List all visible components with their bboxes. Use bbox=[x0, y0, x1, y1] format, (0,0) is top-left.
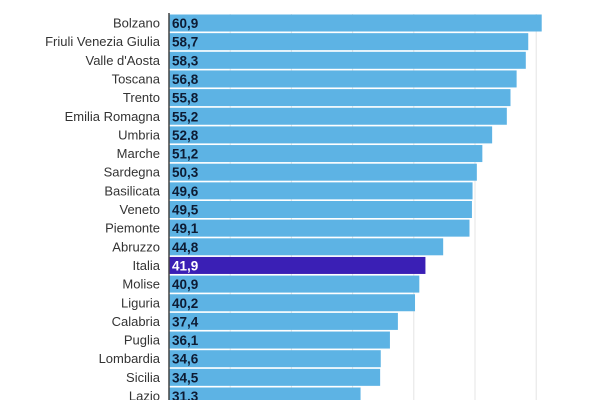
category-label: Friuli Venezia Giulia bbox=[45, 34, 161, 49]
bar-sicilia bbox=[169, 368, 381, 386]
bar-emilia-romagna bbox=[169, 107, 507, 125]
category-label: Piemonte bbox=[105, 221, 160, 236]
value-label: 51,2 bbox=[172, 147, 198, 162]
value-label: 34,5 bbox=[172, 370, 199, 385]
bar-lombardia bbox=[169, 350, 381, 368]
bar-molise bbox=[169, 275, 420, 293]
bar-calabria bbox=[169, 312, 398, 330]
category-label: Basilicata bbox=[104, 183, 160, 198]
bar-basilicata bbox=[169, 182, 473, 200]
value-label: 37,4 bbox=[172, 314, 199, 329]
bar-lazio bbox=[169, 387, 361, 400]
value-label: 52,8 bbox=[172, 128, 199, 143]
value-label: 49,5 bbox=[172, 203, 199, 218]
bar-liguria bbox=[169, 294, 416, 312]
value-label: 49,6 bbox=[172, 184, 199, 199]
bar-abruzzo bbox=[169, 238, 444, 256]
bar-trento bbox=[169, 89, 511, 107]
category-label: Marche bbox=[117, 146, 160, 161]
value-label: 49,1 bbox=[172, 221, 199, 236]
category-label: Trento bbox=[123, 90, 160, 105]
value-label: 41,9 bbox=[172, 258, 198, 273]
category-label: Liguria bbox=[121, 295, 161, 310]
bar-marche bbox=[169, 145, 483, 163]
bar-toscana bbox=[169, 70, 517, 88]
value-label: 58,7 bbox=[172, 35, 198, 50]
category-label: Lazio bbox=[129, 389, 160, 400]
bar-valle-d-aosta bbox=[169, 51, 526, 69]
bar-italia bbox=[169, 256, 426, 274]
category-label: Valle d'Aosta bbox=[85, 53, 160, 68]
category-label: Umbria bbox=[118, 127, 161, 142]
category-label: Sicilia bbox=[126, 370, 161, 385]
category-label: Emilia Romagna bbox=[65, 109, 161, 124]
bar-piemonte bbox=[169, 219, 470, 237]
category-label: Puglia bbox=[124, 333, 161, 348]
value-label: 34,6 bbox=[172, 352, 199, 367]
value-label: 40,9 bbox=[172, 277, 198, 292]
category-label: Sardegna bbox=[104, 165, 161, 180]
category-label: Italia bbox=[133, 258, 161, 273]
value-label: 55,8 bbox=[172, 91, 199, 106]
category-label: Abruzzo bbox=[112, 239, 160, 254]
value-label: 56,8 bbox=[172, 72, 199, 87]
bar-bolzano bbox=[169, 14, 542, 32]
value-label: 36,1 bbox=[172, 333, 199, 348]
category-label: Lombardia bbox=[99, 351, 161, 366]
value-label: 50,3 bbox=[172, 165, 199, 180]
bar-friuli-venezia-giulia bbox=[169, 33, 529, 51]
value-label: 55,2 bbox=[172, 109, 198, 124]
category-label: Toscana bbox=[112, 71, 161, 86]
category-label: Molise bbox=[122, 277, 160, 292]
category-label: Calabria bbox=[112, 314, 161, 329]
value-label: 40,2 bbox=[172, 296, 198, 311]
value-label: 44,8 bbox=[172, 240, 199, 255]
bar-umbria bbox=[169, 126, 493, 144]
value-label: 58,3 bbox=[172, 53, 199, 68]
bar-puglia bbox=[169, 331, 390, 349]
category-label: Bolzano bbox=[113, 16, 160, 31]
value-label: 60,9 bbox=[172, 16, 198, 31]
value-label: 31,3 bbox=[172, 389, 199, 400]
bar-sardegna bbox=[169, 163, 477, 181]
bar-veneto bbox=[169, 201, 472, 218]
category-label: Veneto bbox=[120, 202, 161, 217]
